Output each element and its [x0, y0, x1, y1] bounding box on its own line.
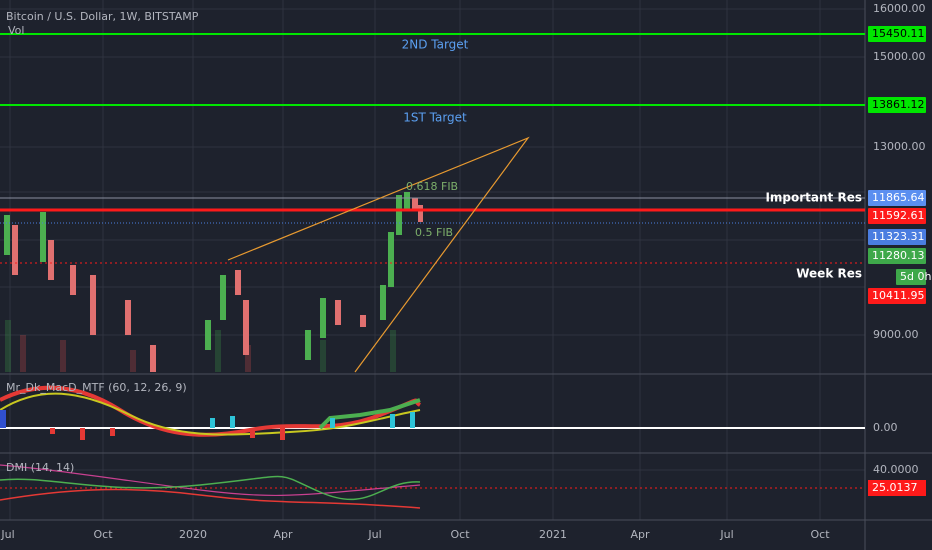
price-label: 13861.12	[872, 98, 925, 111]
dmi-label-box	[868, 480, 926, 496]
time-tick: Apr	[630, 528, 650, 541]
price-label-box	[868, 190, 926, 206]
time-tick: Apr	[273, 528, 293, 541]
price-label-box	[868, 26, 926, 42]
price-label-box	[868, 97, 926, 113]
price-label: 11865.64	[872, 191, 925, 204]
price-tick: 13000.00	[873, 140, 926, 153]
price-tick: 9000.00	[873, 328, 919, 341]
volume-bars	[5, 320, 396, 372]
annotation: 2ND Target	[402, 38, 469, 52]
candles	[4, 192, 423, 372]
di-plus	[0, 475, 421, 501]
time-tick: Oct	[93, 528, 113, 541]
macd-zero-label: 0.00	[873, 421, 898, 434]
macd-title: Mr_Dk_MacD_MTF (60, 12, 26, 9)	[6, 381, 187, 394]
dmi-label: 25.0137	[872, 481, 918, 494]
price-label-box	[868, 288, 926, 304]
price-label: 11592.61	[872, 209, 925, 222]
dynamic-layer: 16000.00 15000.00 13000.00 9000.00 15450.11 1…	[0, 2, 931, 541]
wedge	[227, 136, 530, 373]
dmi-tick: 40.0000	[873, 463, 919, 476]
annotation: Week Res	[796, 267, 862, 281]
annotation: 1ST Target	[403, 111, 467, 125]
price-label-box	[868, 248, 926, 264]
price-label: 11280.13	[872, 249, 925, 262]
time-tick: 2020	[179, 528, 207, 541]
adx-line	[0, 464, 421, 497]
dmi-title: DMI (14, 14)	[6, 461, 74, 474]
price-label-box	[896, 269, 926, 285]
signal-line	[0, 392, 421, 436]
time-tick: Oct	[810, 528, 830, 541]
time-tick: Jul	[367, 528, 381, 541]
macd-histogram	[0, 410, 415, 428]
grid	[0, 0, 865, 520]
price-label-box	[868, 229, 926, 245]
price-label: 10411.95	[872, 289, 925, 302]
price-label: 15450.11	[872, 27, 925, 40]
time-tick: 2021	[539, 528, 567, 541]
price-tick: 16000.00	[873, 2, 926, 15]
volume-label: Vol	[8, 24, 24, 37]
annotation: Important Res	[765, 191, 862, 205]
annotation: 0.5 FIB	[415, 226, 453, 239]
time-tick: Jul	[0, 528, 14, 541]
symbol-title: Bitcoin / U.S. Dollar, 1W, BITSTAMP	[6, 10, 199, 23]
time-tick: Jul	[719, 528, 733, 541]
macd-line-up	[318, 398, 421, 430]
price-tick: 15000.00	[873, 50, 926, 63]
price-label-box	[868, 208, 926, 224]
time-tick: Oct	[450, 528, 470, 541]
price-label: 11323.31	[872, 230, 925, 243]
annotation: 0.618 FIB	[406, 180, 458, 193]
di-minus	[0, 488, 421, 509]
price-label: 5d 0h	[900, 270, 931, 283]
macd-histogram	[50, 428, 285, 440]
